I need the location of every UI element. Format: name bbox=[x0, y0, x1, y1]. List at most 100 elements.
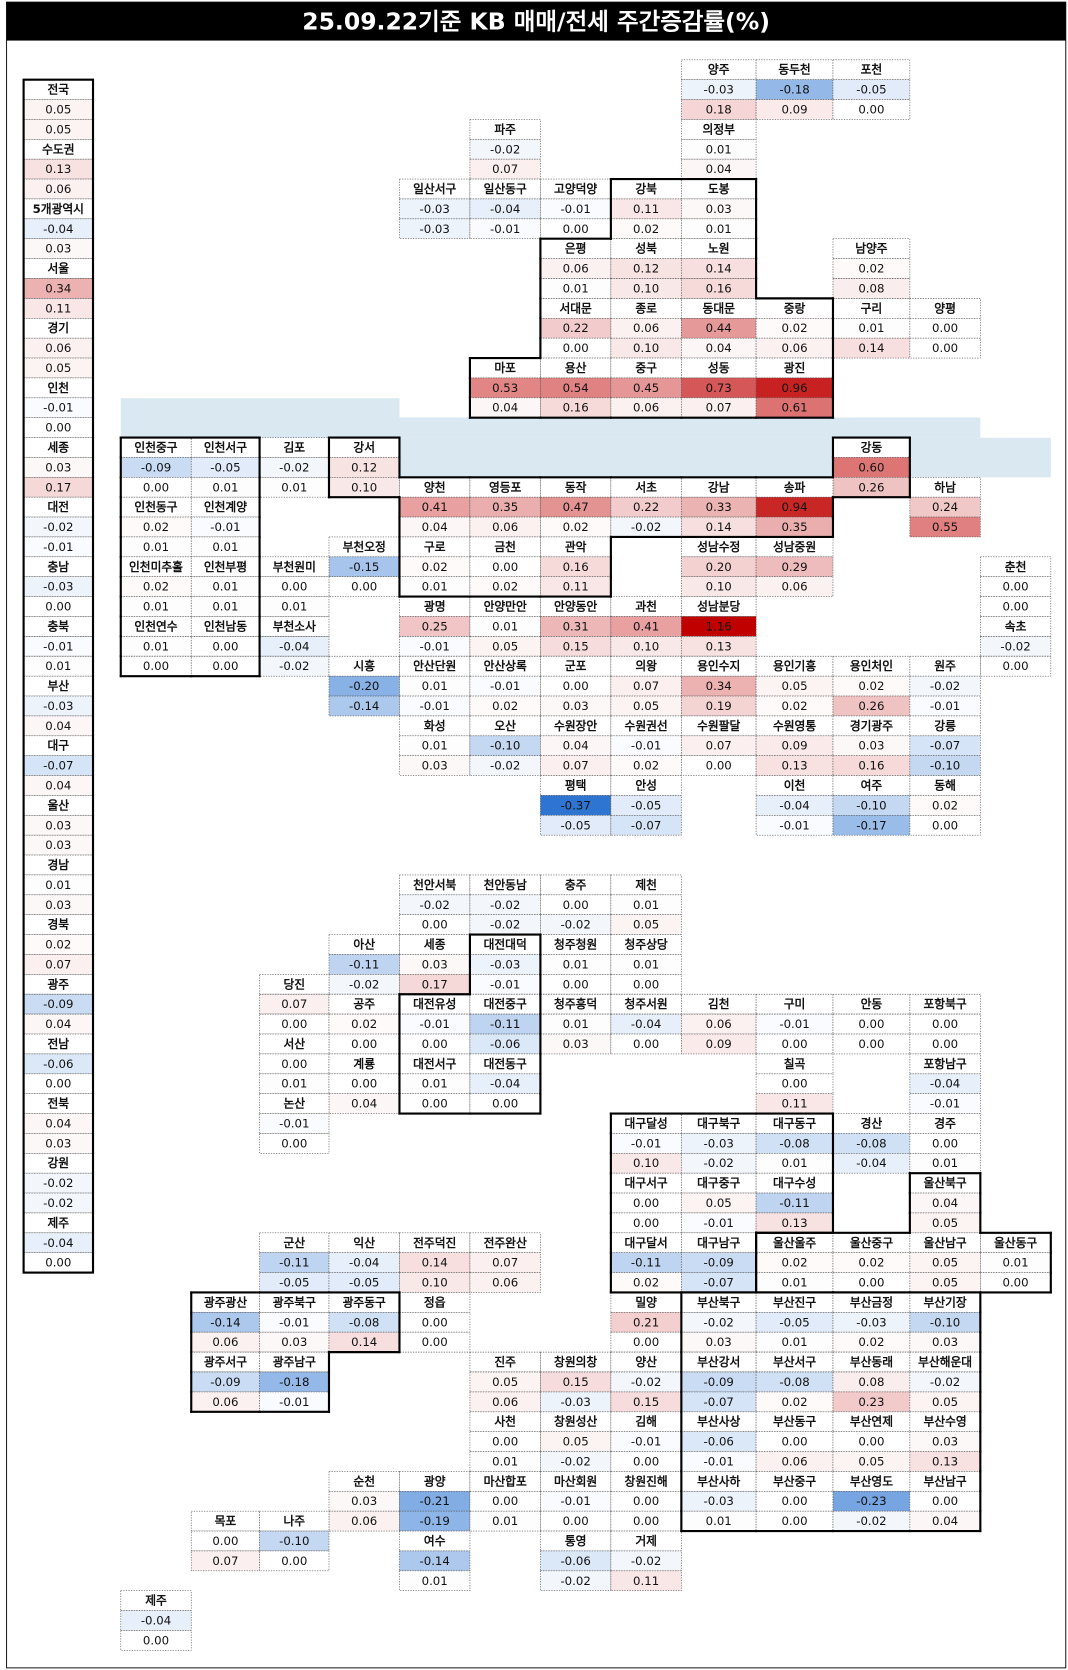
value-cell bbox=[190, 536, 260, 558]
sale-rate: -0.11 bbox=[279, 1256, 309, 1270]
name-cell bbox=[755, 1172, 834, 1194]
region-name: 수원팔달 bbox=[697, 719, 740, 733]
sale-rate: 0.01 bbox=[706, 142, 732, 156]
jeonse-rate: -0.07 bbox=[704, 1395, 734, 1409]
sale-rate: -0.04 bbox=[141, 1614, 171, 1628]
sale-rate: 0.47 bbox=[563, 500, 589, 514]
sale-rate: -0.01 bbox=[779, 1017, 809, 1031]
jeonse-rate: 0.00 bbox=[563, 222, 589, 236]
jeonse-rate: -0.07 bbox=[704, 1276, 734, 1290]
sale-rate: 0.12 bbox=[351, 460, 377, 474]
jeonse-rate: 0.07 bbox=[212, 1554, 238, 1568]
region-name: 구미 bbox=[784, 997, 806, 1011]
jeonse-rate: 0.11 bbox=[563, 580, 589, 594]
region-name: 울산동구 bbox=[994, 1236, 1037, 1250]
value-cell bbox=[755, 735, 834, 756]
sale-rate: -0.09 bbox=[704, 1375, 734, 1389]
jeonse-rate: 0.00 bbox=[422, 918, 448, 932]
name-cell bbox=[832, 1411, 911, 1432]
sale-rate: -0.14 bbox=[420, 1554, 450, 1568]
region-name: 경기 bbox=[48, 321, 70, 335]
jeonse-rate: 0.00 bbox=[351, 1037, 377, 1051]
jeonse-rate: 0.00 bbox=[143, 1633, 169, 1647]
sale-rate: 0.00 bbox=[858, 1435, 884, 1449]
name-cell bbox=[755, 1053, 834, 1075]
sale-rate: 0.03 bbox=[858, 739, 884, 753]
value-cell bbox=[190, 1312, 260, 1333]
jeonse-rate: 0.00 bbox=[45, 600, 71, 614]
value-cell bbox=[755, 1133, 834, 1154]
region-name: 대전유성 bbox=[413, 997, 456, 1011]
sale-rate: 0.00 bbox=[932, 1017, 958, 1031]
sale-rate: 0.00 bbox=[281, 1057, 307, 1071]
region-name: 은평 bbox=[565, 242, 587, 256]
value-cell bbox=[681, 158, 757, 180]
jeonse-rate: -0.01 bbox=[420, 699, 450, 713]
jeonse-rate: 0.00 bbox=[563, 977, 589, 991]
region-name: 창원의창 bbox=[554, 1355, 597, 1369]
jeonse-rate: 0.05 bbox=[633, 918, 659, 932]
sale-rate: 0.07 bbox=[492, 1256, 518, 1270]
jeonse-rate: -0.01 bbox=[420, 639, 450, 653]
region-name: 충주 bbox=[565, 878, 587, 892]
name-cell bbox=[755, 357, 834, 379]
sale-rate: -0.02 bbox=[930, 1375, 960, 1389]
value-cell bbox=[832, 337, 911, 359]
value-cell bbox=[190, 1371, 260, 1393]
name-cell bbox=[755, 1471, 834, 1492]
sale-rate: 0.05 bbox=[781, 679, 807, 693]
region-name: 부산수영 bbox=[923, 1415, 966, 1429]
sale-rate: -0.03 bbox=[704, 1136, 734, 1150]
jeonse-rate: 0.04 bbox=[422, 520, 448, 534]
jeonse-rate: 0.01 bbox=[563, 281, 589, 295]
jeonse-rate: 0.06 bbox=[45, 182, 71, 196]
sale-rate: -0.04 bbox=[279, 639, 309, 653]
value-cell bbox=[190, 596, 260, 617]
jeonse-rate: 0.03 bbox=[563, 1037, 589, 1051]
name-cell bbox=[755, 1351, 834, 1373]
sale-rate: -0.04 bbox=[930, 1077, 960, 1091]
sale-rate: -0.05 bbox=[631, 798, 661, 812]
jeonse-rate: 0.01 bbox=[212, 600, 238, 614]
sale-rate: 0.05 bbox=[932, 1256, 958, 1270]
name-cell bbox=[190, 1351, 260, 1373]
name-cell bbox=[23, 914, 94, 935]
value-cell bbox=[909, 675, 981, 697]
region-name: 광양 bbox=[424, 1474, 446, 1488]
value-cell bbox=[832, 1331, 911, 1353]
name-cell bbox=[681, 119, 757, 140]
sale-rate: -0.04 bbox=[490, 202, 520, 216]
sale-rate: -0.01 bbox=[631, 739, 661, 753]
jeonse-rate: 0.16 bbox=[706, 281, 732, 295]
sale-rate: -0.02 bbox=[930, 679, 960, 693]
value-cell bbox=[755, 99, 834, 120]
sale-rate: -0.04 bbox=[631, 1017, 661, 1031]
region-name: 사천 bbox=[494, 1415, 516, 1429]
region-name: 양평 bbox=[934, 301, 956, 315]
value-cell bbox=[832, 278, 911, 299]
region-name: 영등포 bbox=[489, 480, 522, 494]
sale-rate: 0.05 bbox=[45, 103, 71, 117]
sale-rate: 0.01 bbox=[422, 739, 448, 753]
name-cell bbox=[190, 496, 260, 518]
region-name: 대전 bbox=[48, 500, 70, 514]
sale-rate: 0.03 bbox=[45, 460, 71, 474]
sale-rate: 0.22 bbox=[633, 500, 659, 514]
region-name: 5개광역시 bbox=[33, 202, 84, 216]
region-name: 부천소사 bbox=[273, 619, 316, 633]
sale-rate: 0.00 bbox=[633, 1494, 659, 1508]
region-name: 용인수지 bbox=[697, 659, 740, 673]
sale-rate: -0.01 bbox=[279, 1315, 309, 1329]
sale-rate: 0.34 bbox=[706, 679, 732, 693]
value-cell bbox=[755, 556, 834, 578]
jeonse-rate: -0.02 bbox=[704, 1156, 734, 1170]
region-name: 충북 bbox=[48, 619, 70, 633]
region-name: 부산동구 bbox=[773, 1415, 816, 1429]
region-name: 송파 bbox=[784, 480, 806, 494]
sale-rate: 0.54 bbox=[563, 381, 589, 395]
region-name: 전북 bbox=[48, 1097, 70, 1111]
sale-rate: -0.01 bbox=[631, 1435, 661, 1449]
region-name: 충남 bbox=[48, 560, 70, 574]
jeonse-rate: 0.02 bbox=[633, 222, 659, 236]
jeonse-rate: 0.16 bbox=[858, 759, 884, 773]
